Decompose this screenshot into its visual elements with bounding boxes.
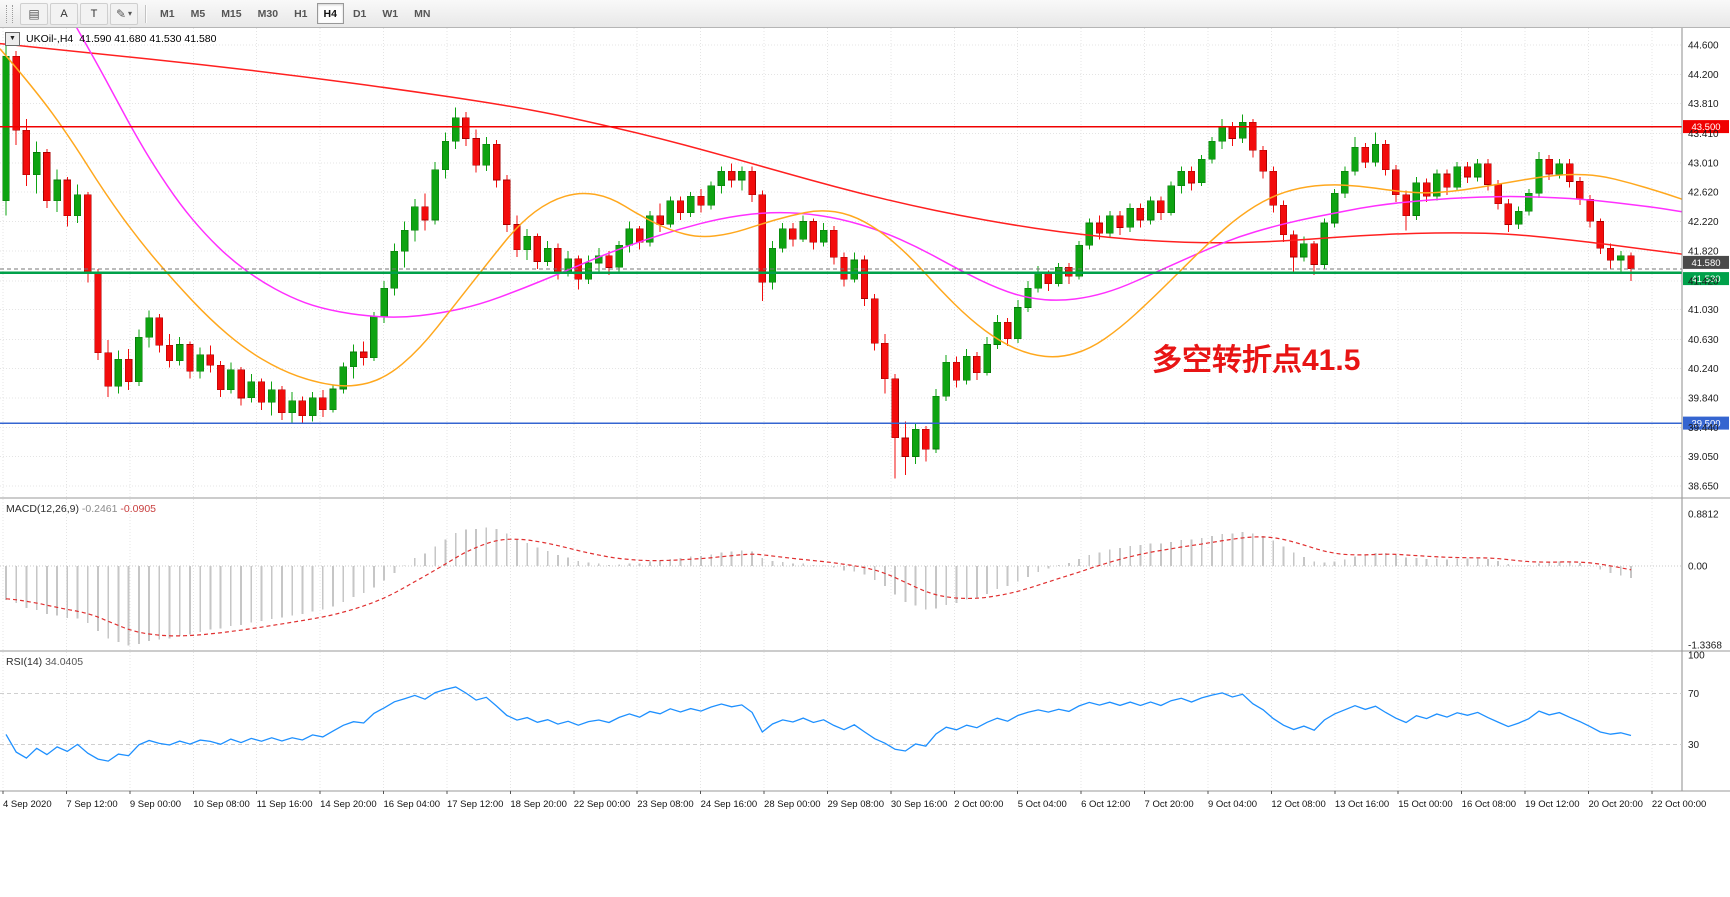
- svg-text:38.650: 38.650: [1688, 482, 1719, 493]
- svg-text:39.440: 39.440: [1688, 423, 1719, 434]
- svg-text:-1.3368: -1.3368: [1688, 640, 1722, 651]
- svg-text:16 Sep 04:00: 16 Sep 04:00: [384, 799, 441, 810]
- timeframe-m5-button[interactable]: M5: [190, 7, 206, 20]
- rsi-label: RSI(14) 34.0405: [6, 656, 83, 668]
- svg-text:39.500: 39.500: [1691, 419, 1720, 430]
- svg-text:30: 30: [1688, 740, 1700, 751]
- svg-text:11 Sep 16:00: 11 Sep 16:00: [257, 799, 313, 810]
- svg-text:42.220: 42.220: [1688, 217, 1719, 228]
- timeframe-m1-button[interactable]: M1: [160, 7, 175, 20]
- svg-text:40.240: 40.240: [1688, 364, 1719, 375]
- svg-text:28 Sep 00:00: 28 Sep 00:00: [764, 799, 821, 810]
- price-badges: 43.500 41.580 41.530 39.500: [1683, 120, 1729, 430]
- collapse-chart-button[interactable]: ▼: [5, 32, 20, 46]
- svg-text:30 Sep 16:00: 30 Sep 16:00: [891, 799, 948, 810]
- toolbar: ▤ A T ✎ ▾ M1 M5 M15 M30 H1 H4 D1 W1 MN: [0, 0, 1730, 28]
- svg-text:14 Sep 20:00: 14 Sep 20:00: [320, 799, 377, 810]
- svg-text:39.050: 39.050: [1688, 452, 1719, 463]
- svg-text:9 Oct 04:00: 9 Oct 04:00: [1208, 799, 1257, 810]
- rsi-pane: [0, 692, 1682, 746]
- candlesticks: [2, 43, 1635, 479]
- layout-icon: ▤: [28, 6, 40, 21]
- fast-ma-line: [0, 48, 1683, 387]
- svg-text:7 Oct 20:00: 7 Oct 20:00: [1145, 799, 1194, 810]
- svg-text:17 Sep 12:00: 17 Sep 12:00: [447, 799, 504, 810]
- slow-ma-line: [0, 42, 1683, 255]
- svg-text:41.420: 41.420: [1688, 276, 1719, 287]
- price-badge: [1683, 272, 1729, 286]
- svg-text:39.840: 39.840: [1688, 393, 1719, 404]
- price-badge: [1683, 255, 1729, 269]
- svg-text:10 Sep 08:00: 10 Sep 08:00: [193, 799, 250, 810]
- svg-text:41.580: 41.580: [1691, 258, 1720, 269]
- svg-text:43.410: 43.410: [1688, 129, 1719, 140]
- svg-text:20 Oct 20:00: 20 Oct 20:00: [1589, 799, 1643, 810]
- svg-text:41.530: 41.530: [1691, 274, 1720, 285]
- toolbar-separator: [145, 4, 146, 23]
- timeframe-d1-button[interactable]: D1: [352, 7, 367, 20]
- svg-text:24 Sep 16:00: 24 Sep 16:00: [701, 799, 758, 810]
- annotation-text: 多空转折点41.5: [1152, 344, 1360, 377]
- svg-text:100: 100: [1688, 651, 1705, 662]
- svg-text:41.030: 41.030: [1688, 305, 1719, 316]
- moving-averages: [0, 28, 1683, 387]
- chart-area: 43.500 41.580 41.530 39.500 44.600 44.200 43.8…: [0, 28, 1730, 897]
- svg-text:12 Oct 08:00: 12 Oct 08:00: [1271, 799, 1325, 810]
- svg-text:0.8812: 0.8812: [1688, 510, 1719, 521]
- svg-text:0.00: 0.00: [1688, 562, 1708, 573]
- timeframe-h1-button[interactable]: H1: [294, 7, 308, 20]
- svg-text:43.500: 43.500: [1691, 122, 1720, 133]
- svg-text:16 Oct 08:00: 16 Oct 08:00: [1462, 799, 1516, 810]
- macd-signal-line: [5, 536, 1632, 637]
- timeframe-m30-button[interactable]: M30: [257, 7, 279, 20]
- svg-text:40.630: 40.630: [1688, 335, 1719, 346]
- horizontal-level-lines: [0, 125, 1682, 424]
- svg-text:22 Sep 00:00: 22 Sep 00:00: [574, 799, 631, 810]
- svg-text:19 Oct 12:00: 19 Oct 12:00: [1525, 799, 1579, 810]
- svg-text:41.820: 41.820: [1688, 247, 1719, 258]
- svg-text:5 Oct 04:00: 5 Oct 04:00: [1018, 799, 1067, 810]
- svg-text:2 Oct 00:00: 2 Oct 00:00: [954, 799, 1003, 810]
- timeframe-w1-button[interactable]: W1: [382, 7, 399, 20]
- svg-text:70: 70: [1688, 689, 1700, 700]
- pencil-icon: ✎: [115, 6, 127, 21]
- svg-text:4 Sep 2020: 4 Sep 2020: [3, 799, 52, 810]
- price-badge: [1683, 120, 1729, 134]
- text-tool-button[interactable]: T: [80, 2, 108, 25]
- svg-text:22 Oct 00:00: 22 Oct 00:00: [1652, 799, 1706, 810]
- windows-layout-button[interactable]: ▤: [20, 2, 48, 25]
- grid-lines: [0, 28, 1682, 791]
- rsi-line: [5, 686, 1632, 762]
- toolbar-grip[interactable]: [6, 4, 13, 23]
- svg-text:23 Sep 08:00: 23 Sep 08:00: [637, 799, 694, 810]
- timeframe-mn-button[interactable]: MN: [414, 7, 431, 20]
- text-label-tool-button[interactable]: A: [50, 2, 78, 25]
- medium-ma-line: [75, 28, 1683, 318]
- svg-text:29 Sep 08:00: 29 Sep 08:00: [827, 799, 884, 810]
- svg-text:6 Oct 12:00: 6 Oct 12:00: [1081, 799, 1130, 810]
- svg-text:44.200: 44.200: [1688, 70, 1719, 81]
- svg-text:44.600: 44.600: [1688, 41, 1719, 52]
- svg-text:42.620: 42.620: [1688, 187, 1719, 198]
- time-axis: 4 Sep 2020 7 Sep 12:00 9 Sep 00:00 10 Sep 0…: [2, 791, 1706, 810]
- macd-histogram: [0, 527, 1682, 646]
- svg-text:13 Oct 16:00: 13 Oct 16:00: [1335, 799, 1389, 810]
- chart-surface[interactable]: 43.500 41.580 41.530 39.500 44.600 44.200 43.8…: [0, 28, 1730, 897]
- svg-text:43.010: 43.010: [1688, 158, 1719, 169]
- price-axis: 44.600 44.200 43.810 43.410 43.010 42.620 42.2…: [0, 28, 1730, 792]
- svg-text:9 Sep 00:00: 9 Sep 00:00: [130, 799, 181, 810]
- svg-text:7 Sep 12:00: 7 Sep 12:00: [66, 799, 117, 810]
- macd-label: MACD(12,26,9) -0.2461 -0.0905: [6, 503, 156, 515]
- drawing-tools-button[interactable]: ✎ ▾: [110, 2, 138, 25]
- svg-text:15 Oct 00:00: 15 Oct 00:00: [1398, 799, 1452, 810]
- svg-text:18 Sep 20:00: 18 Sep 20:00: [510, 799, 567, 810]
- chevron-down-icon: ▾: [128, 9, 133, 18]
- timeframe-m15-button[interactable]: M15: [221, 7, 242, 20]
- svg-text:43.810: 43.810: [1688, 99, 1719, 110]
- timeframe-h4-button[interactable]: H4: [316, 3, 344, 24]
- price-badge: [1683, 416, 1729, 430]
